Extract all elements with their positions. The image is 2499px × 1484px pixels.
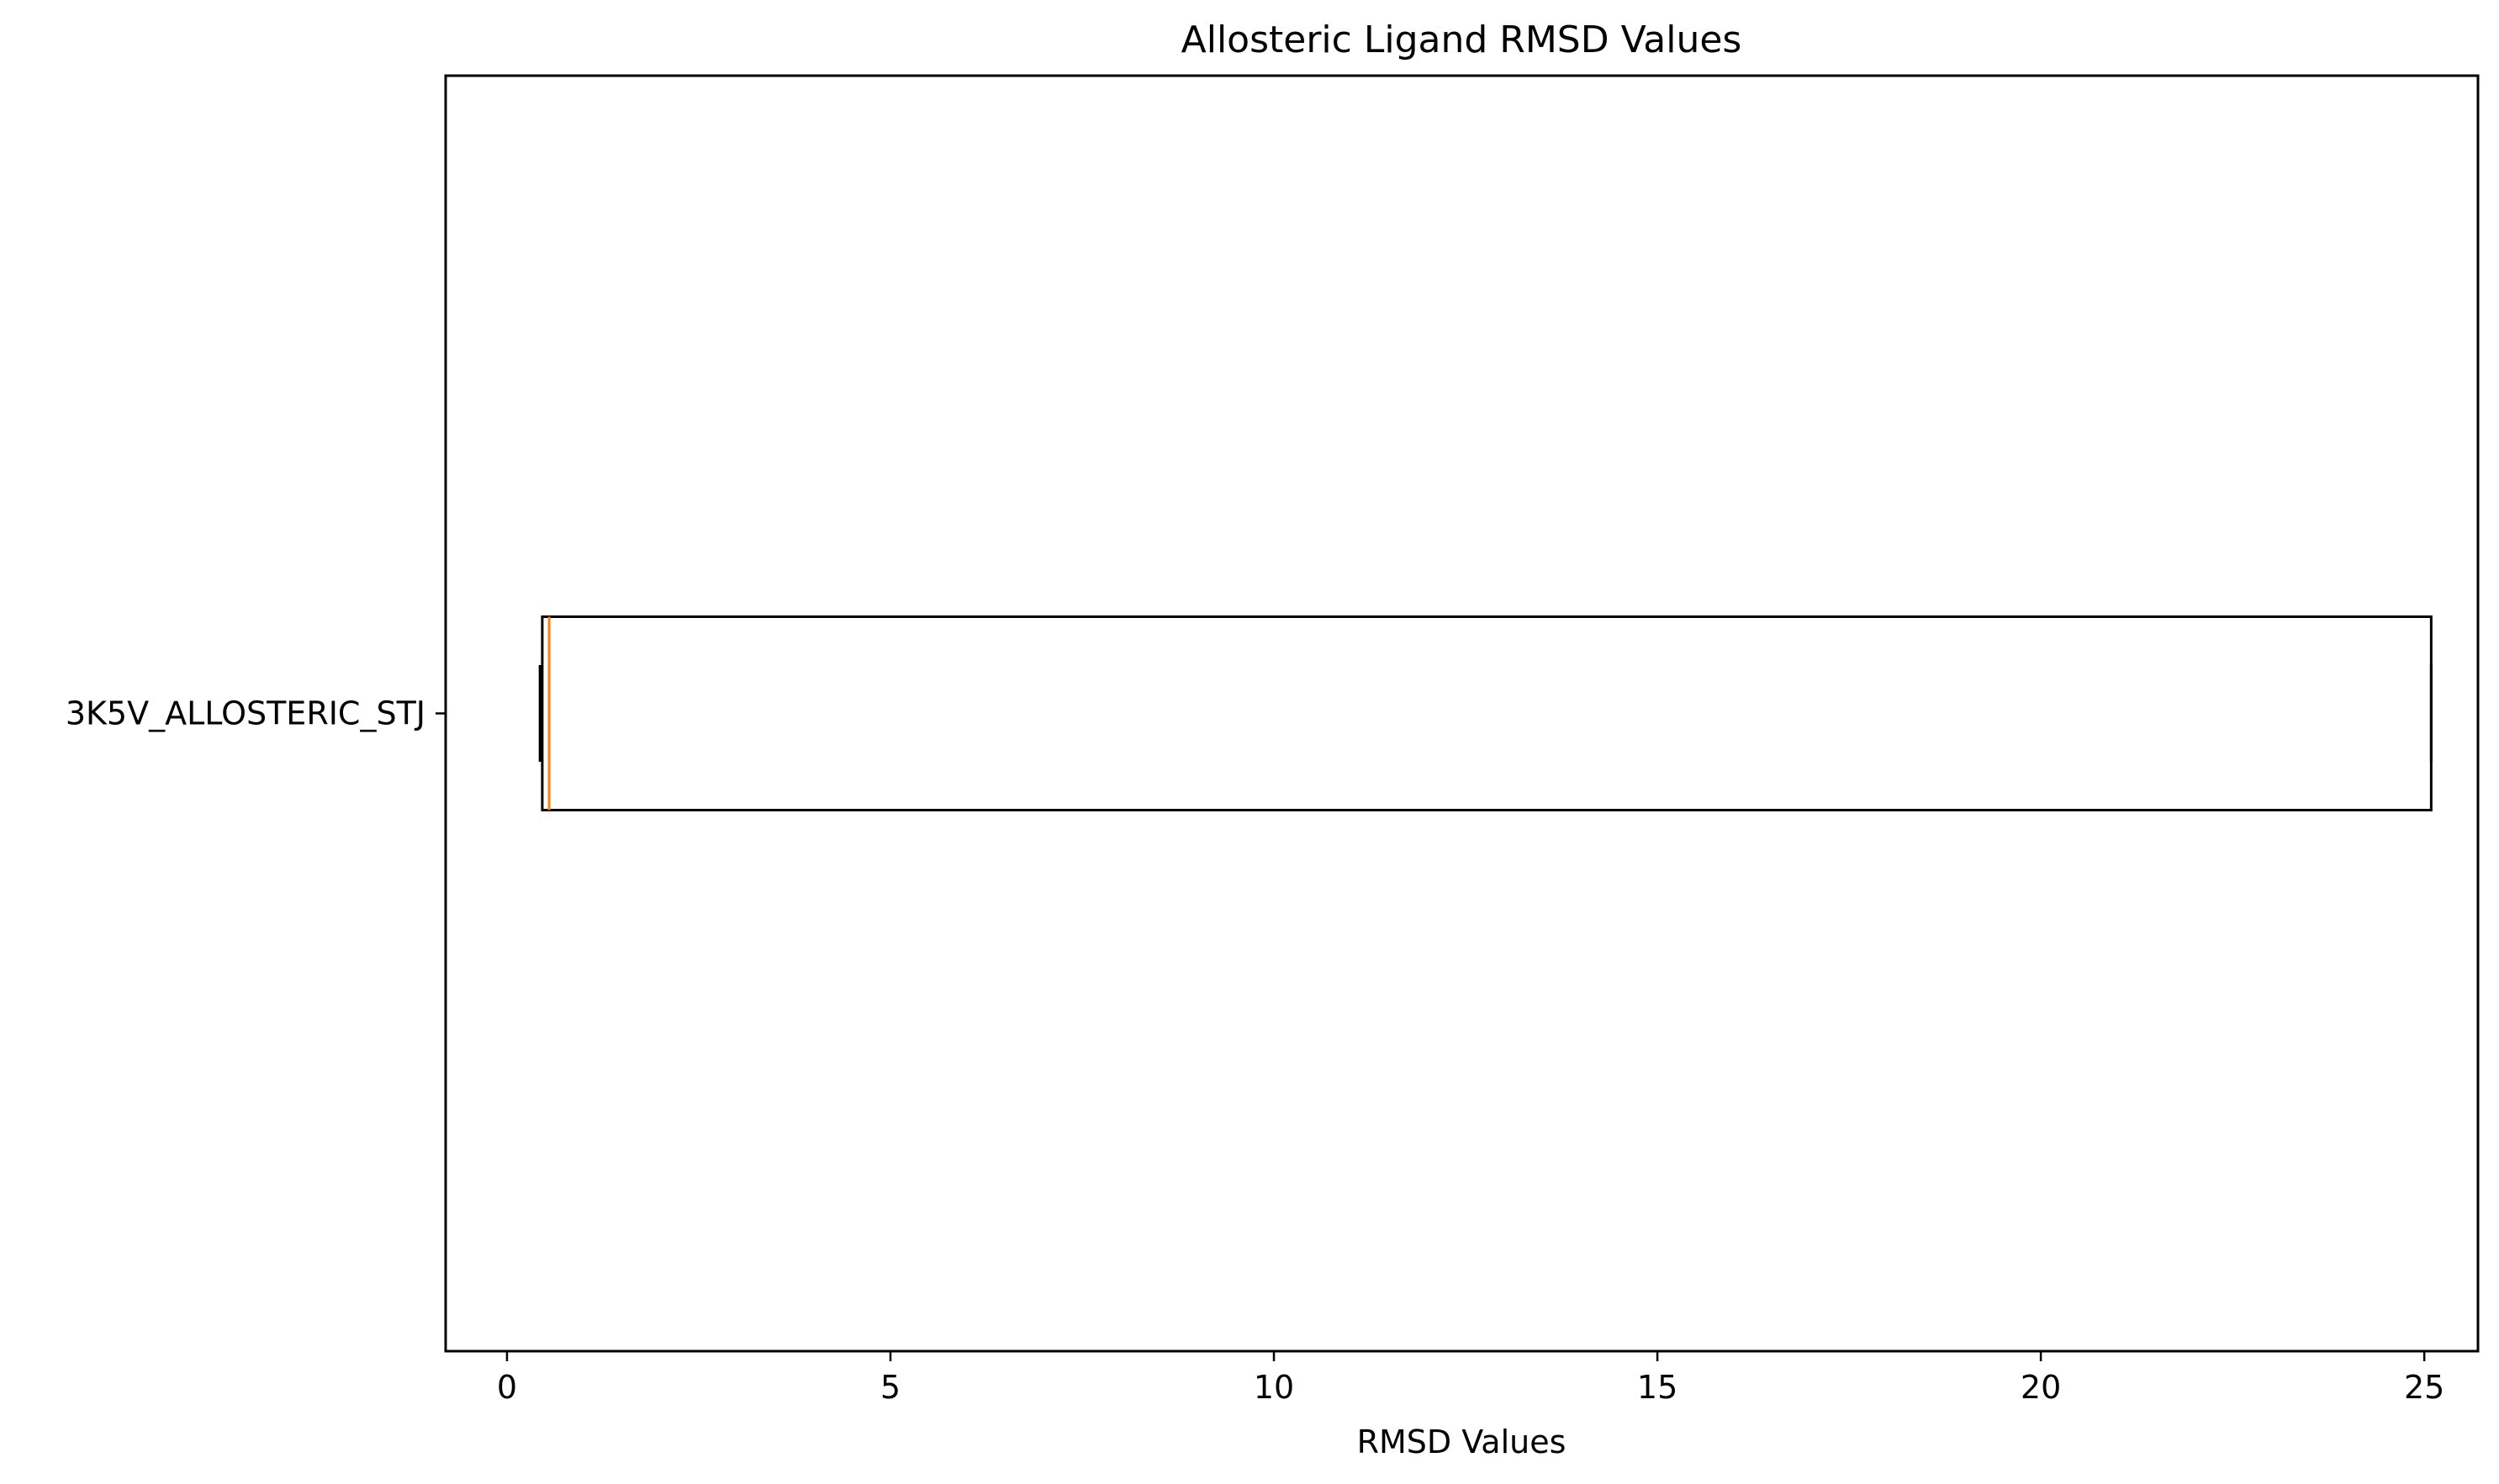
x-tick-label: 10 [1254, 1369, 1294, 1406]
x-tick-label: 20 [2021, 1369, 2061, 1406]
plot-area: 0 5 10 15 20 25 3K5V_ALLOSTERIC_STJ [66, 74, 2480, 1406]
x-tick-label: 5 [880, 1369, 901, 1406]
box-iqr [541, 615, 2433, 811]
x-tick-label: 0 [497, 1369, 517, 1406]
y-tick-label: 3K5V_ALLOSTERIC_STJ [66, 695, 425, 732]
chart-title: Allosteric Ligand RMSD Values [1181, 18, 1742, 61]
x-tick-label: 25 [2404, 1369, 2444, 1406]
plot-frame [444, 74, 2480, 1353]
x-axis-label: RMSD Values [1357, 1423, 1566, 1460]
x-tick-label: 15 [1637, 1369, 1677, 1406]
